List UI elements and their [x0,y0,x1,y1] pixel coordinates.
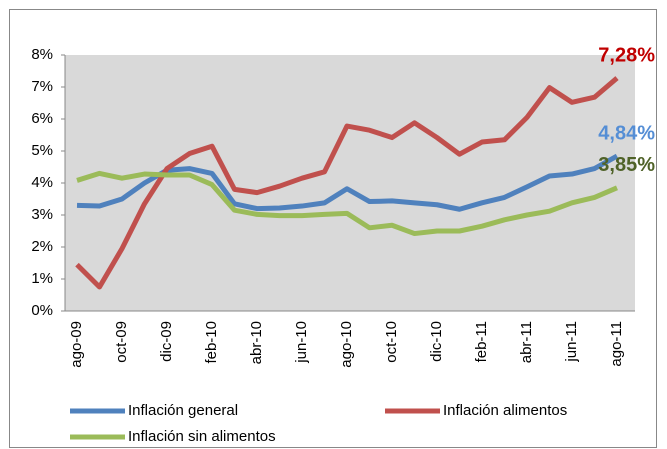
legend-label: Inflación general [128,402,238,419]
y-tick-label: 0% [31,302,53,319]
y-tick-label: 8% [31,46,53,63]
x-tick-label: feb-11 [473,321,490,362]
x-tick-label: jun-11 [563,321,580,363]
x-tick-label: jun-10 [293,321,310,364]
y-tick-label: 6% [31,110,53,127]
series-line [75,76,619,290]
y-tick-label: 5% [31,142,53,159]
legend-label: Inflación alimentos [443,402,567,419]
x-tick-label: ago-11 [608,321,625,367]
y-tick-label: 4% [31,174,53,191]
x-tick-label: oct-09 [113,321,130,363]
data-label: 7,28% [598,44,655,66]
x-tick-label: abr-10 [248,321,265,364]
x-tick-label: abr-11 [518,321,535,363]
x-tick-label: dic-09 [158,321,175,362]
x-tick-label: feb-10 [203,321,220,364]
x-tick-label: ago-10 [338,321,355,368]
series-line [76,170,618,237]
y-tick-label: 2% [31,238,53,255]
x-tick-label: oct-10 [383,321,400,363]
plot-area [65,55,635,311]
legend-label: Inflación sin alimentos [128,428,276,445]
data-label: 4,84% [598,122,655,144]
x-tick-label: ago-09 [68,321,85,368]
data-label: 3,85% [598,154,655,176]
y-tick-label: 1% [31,270,53,287]
x-tick-label: dic-10 [428,321,445,362]
y-tick-label: 3% [31,206,53,223]
y-tick-label: 7% [31,78,53,95]
